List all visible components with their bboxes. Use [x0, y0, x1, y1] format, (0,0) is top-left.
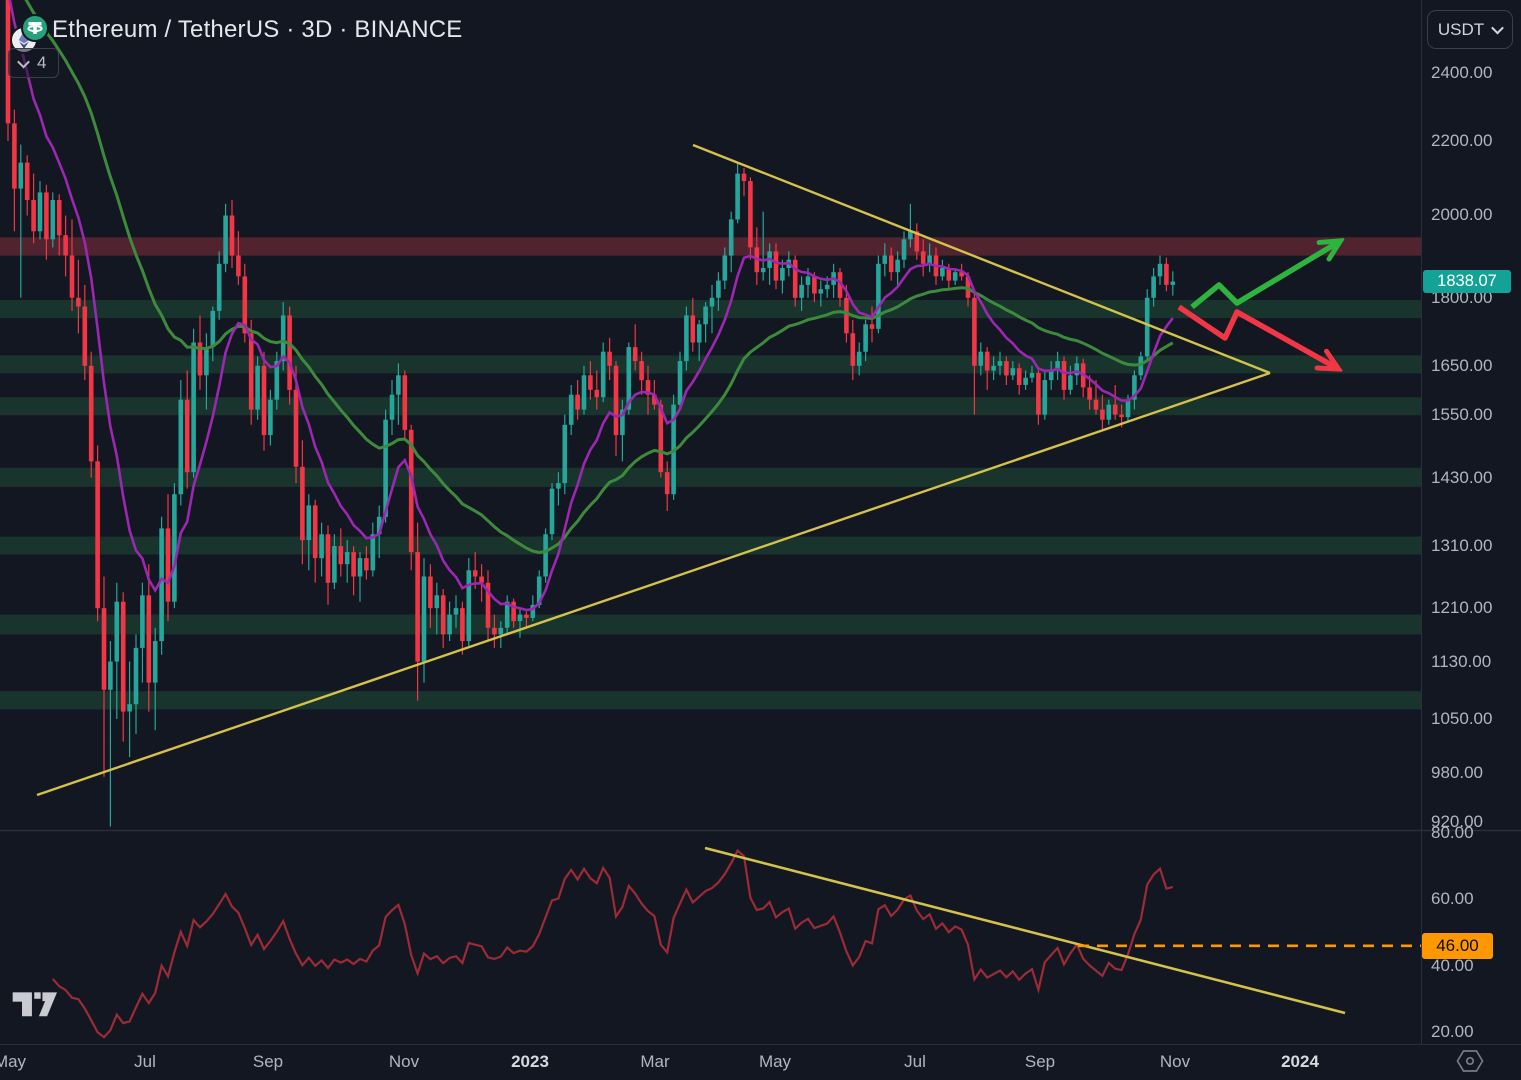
time-tick-label: Sep: [252, 1052, 284, 1071]
support-zones: [0, 300, 1421, 710]
indicator-collapse-button[interactable]: 4: [8, 48, 60, 78]
price-tick-label: 2400.00: [1431, 63, 1493, 82]
settings-hexagon-icon[interactable]: [1456, 1047, 1486, 1075]
time-tick-label: Nov: [1159, 1052, 1191, 1071]
price-tick-label: 920.00: [1431, 812, 1483, 831]
trendline-ascending-support[interactable]: [36, 371, 1271, 797]
price-tick-label: 1210.00: [1431, 598, 1493, 617]
price-axis-separator: [1421, 0, 1422, 1044]
time-axis[interactable]: May Jul Sep Nov 2023 Mar May Jul Sep Nov 2024: [0, 1044, 1521, 1080]
price-tick-label: 980.00: [1431, 763, 1483, 782]
price-tick-label: 2000.00: [1431, 205, 1493, 224]
price-tick-label: 1650.00: [1431, 356, 1493, 375]
bullish-scenario-arrow[interactable]: [1190, 243, 1337, 310]
time-tick-label: Jul: [134, 1052, 156, 1071]
resistance-zone: [0, 237, 1421, 256]
ema-slow-line: [24, 0, 1174, 555]
indicator-count: 4: [37, 53, 47, 72]
price-tick-label: 1430.00: [1431, 468, 1493, 487]
price-tick-label: 2200.00: [1431, 131, 1493, 150]
time-tick-label: Mar: [640, 1052, 670, 1071]
price-tick-label: 1050.00: [1431, 709, 1493, 728]
symbol-title[interactable]: Ethereum / TetherUS · 3D · BINANCE: [52, 16, 463, 43]
chart-header: Ethereum / TetherUS · 3D · BINANCE: [8, 10, 463, 54]
rsi-tick-label: 60.00: [1431, 889, 1474, 908]
time-tick-label: May: [0, 1052, 27, 1071]
time-tick-label: Sep: [1024, 1052, 1056, 1071]
ema-fast-line: [8, 0, 1174, 612]
rsi-line: [51, 848, 1174, 1039]
time-tick-label: May: [758, 1052, 792, 1071]
tether-icon: [21, 14, 49, 42]
trendline-descending-resistance[interactable]: [692, 143, 1271, 375]
tradingview-logo[interactable]: [9, 990, 63, 1018]
time-tick-label: 2024: [1281, 1052, 1319, 1071]
last-price-label: 1838.07: [1423, 270, 1511, 293]
rsi-tick-label: 80.00: [1431, 823, 1474, 842]
price-tick-label: 1130.00: [1431, 652, 1492, 671]
chevron-down-icon: [17, 55, 30, 68]
price-tick-label: 1550.00: [1431, 405, 1493, 424]
rsi-tick-label: 20.00: [1431, 1022, 1474, 1041]
bearish-scenario-arrow[interactable]: [1177, 304, 1335, 367]
rsi-trendline[interactable]: [704, 846, 1346, 1015]
rsi-tick-label: 40.00: [1431, 956, 1474, 975]
time-tick-label: 2023: [511, 1052, 549, 1071]
currency-dropdown-button[interactable]: USDT: [1427, 10, 1513, 49]
time-tick-label: Jul: [904, 1052, 926, 1071]
currency-label: USDT: [1437, 19, 1485, 39]
symbol-pair-logos: [8, 10, 50, 54]
price-tick-label: 1310.00: [1431, 536, 1493, 555]
time-tick-label: Nov: [388, 1052, 420, 1071]
chevron-down-icon: [1491, 21, 1505, 35]
rsi-level-label: 46.00: [1422, 933, 1493, 959]
